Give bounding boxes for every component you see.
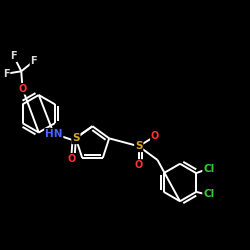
Text: F: F: [3, 69, 10, 79]
Text: F: F: [10, 51, 17, 61]
Text: HN: HN: [45, 129, 62, 139]
Text: F: F: [30, 56, 37, 66]
Text: Cl: Cl: [203, 164, 214, 174]
Text: O: O: [151, 131, 159, 141]
Text: O: O: [67, 154, 76, 164]
Text: O: O: [18, 84, 26, 94]
Text: O: O: [134, 160, 143, 170]
Text: S: S: [72, 133, 80, 143]
Text: Cl: Cl: [203, 190, 214, 200]
Text: S: S: [135, 141, 142, 151]
